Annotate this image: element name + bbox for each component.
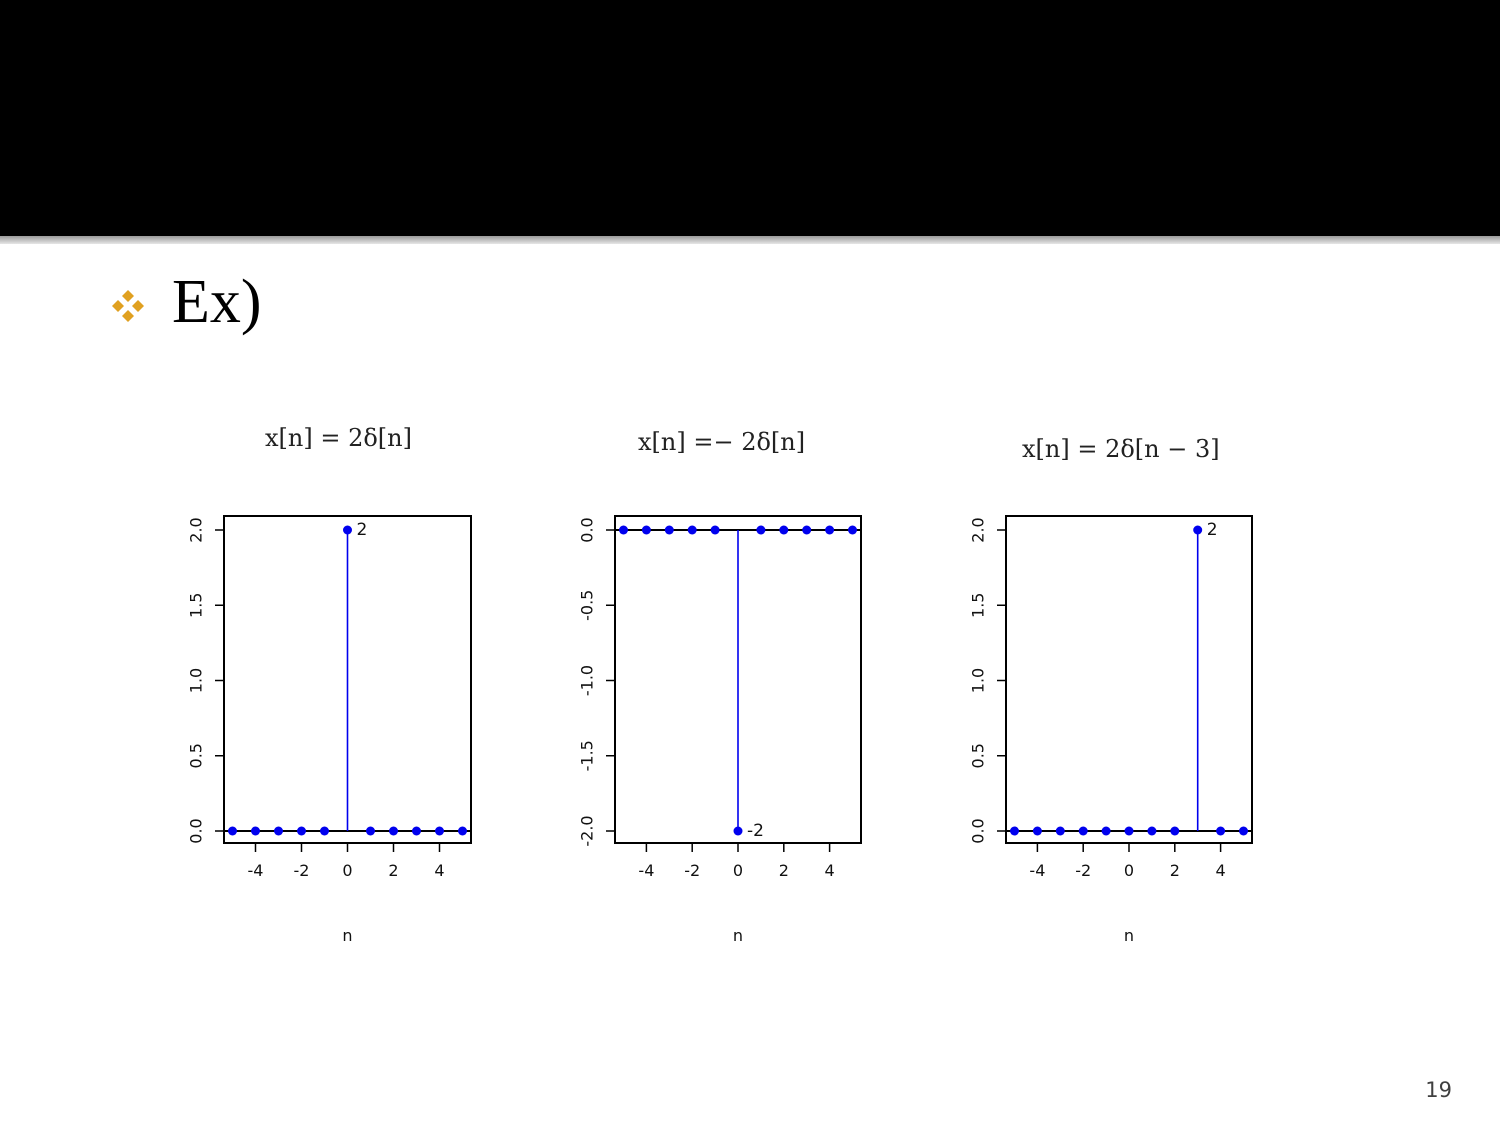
chart-3-stem-point <box>1193 525 1203 535</box>
chart-3-stem-point <box>1078 826 1088 836</box>
chart-2-y-tick-label: -1.5 <box>578 740 597 771</box>
chart-1-stem-point <box>228 826 237 836</box>
chart-2-y-tick-label: -0.5 <box>578 590 597 621</box>
chart-3-stem-point <box>1032 826 1042 836</box>
chart-1-stem-point <box>366 826 375 836</box>
chart-2-stem-point <box>733 826 743 836</box>
chart-3-stem-point <box>1170 826 1180 836</box>
chart-1-x-tick-label: 0 <box>342 861 352 880</box>
chart-2-x-tick-label: 4 <box>825 861 835 880</box>
chart-3-x-tick-label: 2 <box>1170 861 1180 880</box>
chart-2-stem-point <box>825 525 835 535</box>
chart-3-title: x[n] = 2δ[n − 3] <box>1022 435 1220 463</box>
chart-1-x-axis-label: n <box>342 926 352 945</box>
chart-2-data-label: -2 <box>747 821 764 841</box>
chart-2-x-tick-label: 2 <box>779 861 789 880</box>
chart-3-stem-point <box>1124 826 1134 836</box>
chart-3-x-tick-label: -2 <box>1075 861 1091 880</box>
chart-3-stem-point <box>1010 826 1019 836</box>
chart-2-title: x[n] =− 2δ[n] <box>638 428 806 456</box>
chart-3-x-tick-label: -4 <box>1029 861 1045 880</box>
chart-1-y-tick-label: 1.5 <box>187 593 206 618</box>
chart-3-y-tick-label: 1.5 <box>969 593 988 618</box>
chart-1-stem-point <box>297 826 306 836</box>
chart-2-stem-point <box>802 525 812 535</box>
four-diamond-bullet-icon <box>112 290 144 322</box>
chart-3-plot-frame <box>1005 515 1253 844</box>
chart-2-stem-point <box>710 525 720 535</box>
chart-2-x-tick-label: -4 <box>638 861 654 880</box>
chart-1-title: x[n] = 2δ[n] <box>265 424 412 452</box>
chart-2-stem-point <box>756 525 766 535</box>
chart-2-y-tick-label: -2.0 <box>578 815 597 846</box>
chart-1-stem-point <box>412 826 421 836</box>
chart-3-stem-point <box>1239 826 1248 836</box>
chart-2-x-axis-label: n <box>733 926 743 945</box>
chart-1-y-tick-label: 0.5 <box>187 743 206 768</box>
chart-1-stem-point <box>274 826 283 836</box>
chart-3-x-tick-label: 0 <box>1124 861 1134 880</box>
chart-1-stem-point <box>343 525 352 535</box>
chart-3-x-tick-label: 4 <box>1216 861 1226 880</box>
chart-2-x-tick-label: -2 <box>684 861 700 880</box>
chart-1-x-tick-label: 4 <box>434 861 444 880</box>
chart-1-stem-point <box>458 826 467 836</box>
chart-2-y-tick-label: -1.0 <box>578 665 597 696</box>
bullet-text: Ex) <box>172 268 262 336</box>
chart-1-stem-point <box>435 826 444 836</box>
chart-3-data-label: 2 <box>1207 520 1218 540</box>
chart-3-y-tick-label: 0.0 <box>969 818 988 843</box>
chart-1-x-tick-label: -4 <box>248 861 264 880</box>
chart-1-x-tick-label: 2 <box>388 861 398 880</box>
header-bar <box>0 0 1500 236</box>
chart-2-stem-point <box>641 525 651 535</box>
chart-2-x-tick-label: 0 <box>733 861 743 880</box>
chart-3-y-tick-label: 1.0 <box>969 668 988 693</box>
chart-2-stem-point <box>848 525 857 535</box>
chart-1-stem-point <box>389 826 398 836</box>
chart-2-stem-point <box>664 525 674 535</box>
chart-3-y-tick-label: 2.0 <box>969 517 988 542</box>
page-number: 19 <box>1425 1078 1452 1102</box>
chart-3-stem-point <box>1101 826 1111 836</box>
header-rule <box>0 236 1500 244</box>
chart-3-y-tick-label: 0.5 <box>969 743 988 768</box>
chart-1-stem-point <box>320 826 329 836</box>
chart-1-stem-point <box>251 826 260 836</box>
chart-3-x-axis-label: n <box>1124 926 1134 945</box>
chart-2-y-tick-label: 0.0 <box>578 517 597 542</box>
chart-2-stem-point <box>779 525 789 535</box>
chart-2-stem-point <box>619 525 628 535</box>
chart-3-stem-point <box>1055 826 1065 836</box>
chart-1-y-tick-label: 2.0 <box>187 517 206 542</box>
chart-1-y-tick-label: 0.0 <box>187 818 206 843</box>
chart-3-stem-point <box>1216 826 1226 836</box>
chart-2-stem-point <box>687 525 697 535</box>
chart-1-data-label: 2 <box>357 520 368 540</box>
chart-1-y-tick-label: 1.0 <box>187 668 206 693</box>
chart-1-x-tick-label: -2 <box>294 861 310 880</box>
chart-3-stem-point <box>1147 826 1157 836</box>
